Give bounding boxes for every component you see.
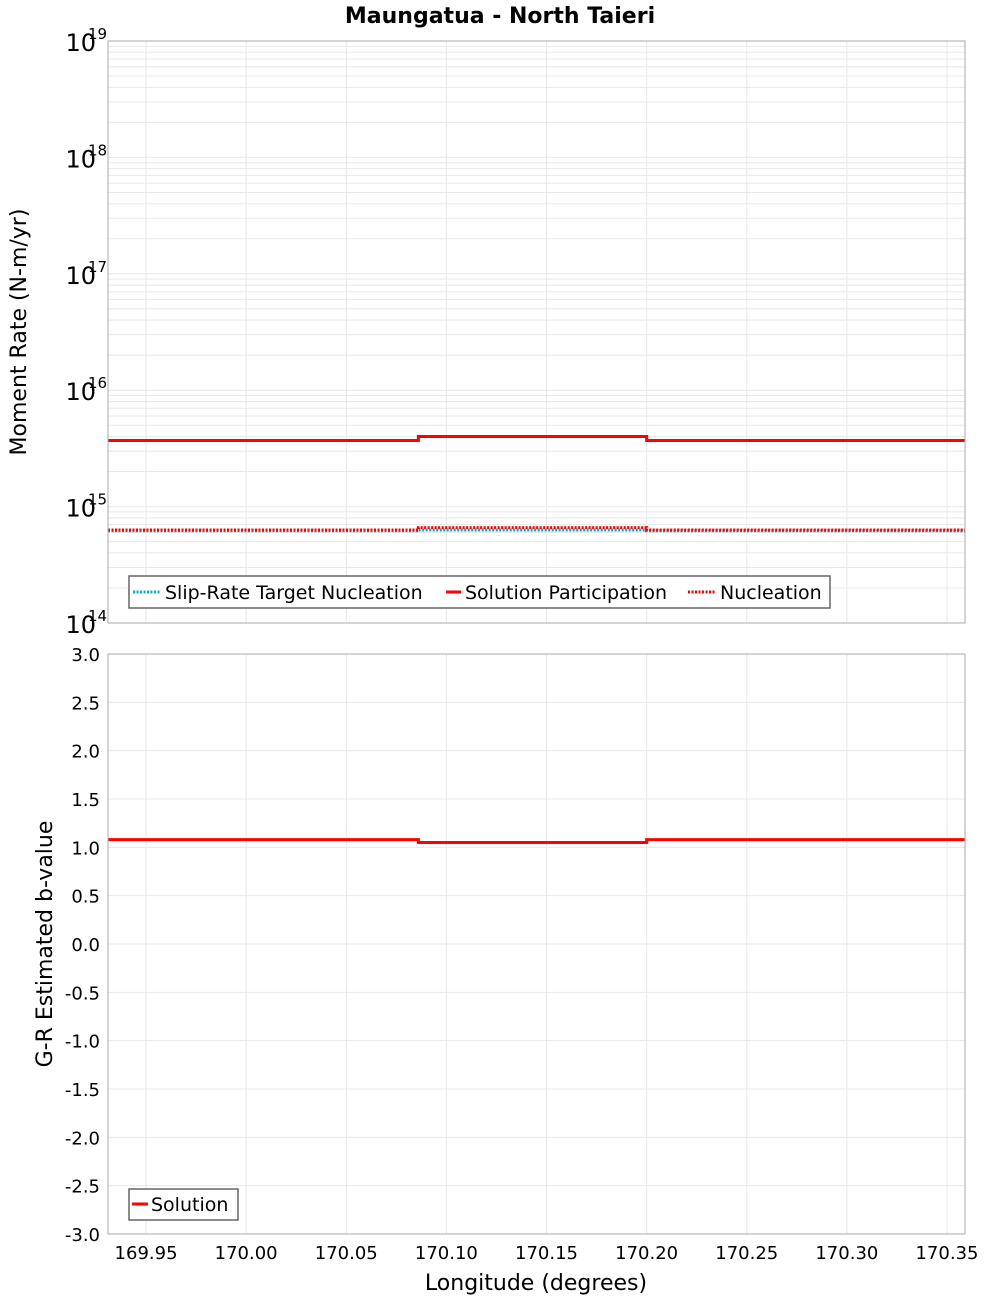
svg-text:170.00: 170.00 [215,1243,278,1264]
bottom-series [108,838,965,844]
svg-text:-1.5: -1.5 [65,1080,100,1101]
svg-text:-2.0: -2.0 [65,1128,100,1149]
svg-text:10: 10 [65,495,96,523]
legend-solution: Solution [151,1194,228,1216]
legend-slip-rate-target: Slip-Rate Target Nucleation [165,582,423,604]
svg-text:170.05: 170.05 [315,1243,378,1264]
b-value-plot: 3.0 2.5 2.0 1.5 1.0 0.5 0.0 -0.5 -1.0 -1.5 -2.0 -2.… [33,645,978,1296]
svg-text:17: 17 [88,258,107,276]
svg-text:10: 10 [65,611,96,639]
svg-text:18: 18 [88,141,107,159]
svg-text:2.0: 2.0 [71,742,100,763]
svg-text:170.10: 170.10 [415,1243,478,1264]
svg-text:-1.0: -1.0 [65,1032,100,1053]
svg-text:170.15: 170.15 [515,1243,578,1264]
bottom-legend: Solution [128,1188,239,1221]
svg-text:10: 10 [65,262,96,290]
bottom-y-ticks: 3.0 2.5 2.0 1.5 1.0 0.5 0.0 -0.5 -1.0 -1.5 -2.0 -2.… [65,645,100,1246]
top-series [108,435,965,533]
svg-text:170.35: 170.35 [915,1243,978,1264]
svg-text:1.0: 1.0 [71,838,100,859]
svg-text:14: 14 [88,607,107,625]
svg-text:170.25: 170.25 [715,1243,778,1264]
bottom-grid [108,653,965,1235]
svg-text:-2.5: -2.5 [65,1177,100,1198]
svg-text:169.95: 169.95 [115,1243,178,1264]
svg-text:0.5: 0.5 [71,887,100,908]
top-legend: Slip-Rate Target Nucleation Solution Par… [128,575,831,609]
svg-text:2.5: 2.5 [71,693,100,714]
svg-text:3.0: 3.0 [71,645,100,666]
svg-text:10: 10 [65,145,96,173]
svg-text:-0.5: -0.5 [65,983,100,1004]
chart-title: Maungatua - North Taieri [345,4,655,29]
svg-text:15: 15 [88,491,107,509]
svg-text:10: 10 [65,29,96,57]
x-axis-label: Longitude (degrees) [425,1271,647,1296]
top-y-axis-label: Moment Rate (N-m/yr) [7,209,32,456]
svg-text:16: 16 [88,374,107,392]
svg-text:170.30: 170.30 [815,1243,878,1264]
svg-text:10: 10 [65,378,96,406]
legend-nucleation: Nucleation [720,582,822,604]
svg-text:19: 19 [88,25,107,43]
legend-solution-participation: Solution Participation [465,582,667,604]
svg-text:0.0: 0.0 [71,935,100,956]
svg-text:-3.0: -3.0 [65,1225,100,1246]
svg-text:170.20: 170.20 [615,1243,678,1264]
bottom-y-axis-label: G-R Estimated b-value [33,821,58,1068]
svg-text:1.5: 1.5 [71,790,100,811]
x-ticks: 169.95 170.00 170.05 170.10 170.15 170.20 170.… [115,1243,979,1264]
